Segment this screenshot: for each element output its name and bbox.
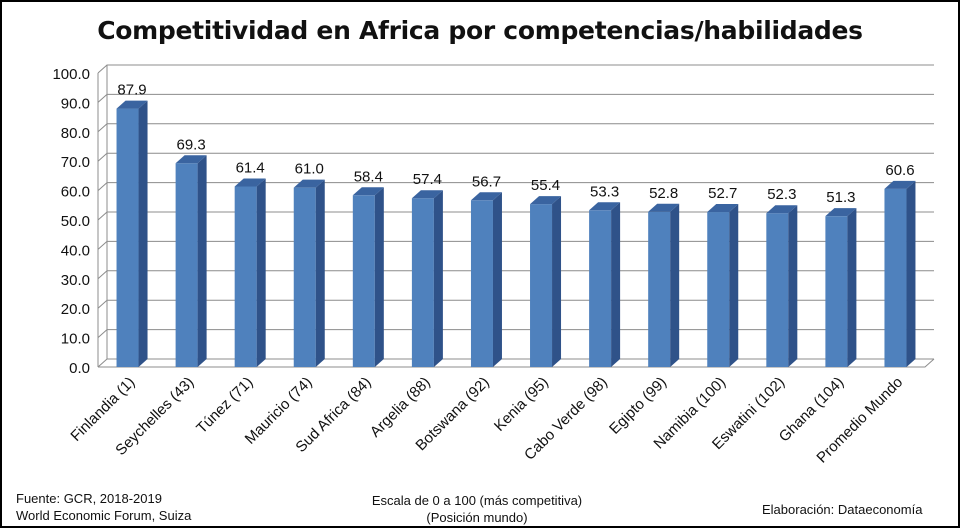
data-label: 55.4: [531, 177, 560, 194]
source-line-1: Fuente: GCR, 2018-2019: [16, 491, 162, 506]
gridline: [97, 93, 934, 103]
gridline: [97, 299, 934, 309]
bar: [648, 203, 680, 367]
gridline: [97, 211, 934, 221]
bar: [116, 100, 148, 367]
gridline: [97, 182, 934, 191]
bar: [293, 179, 325, 367]
bar: [530, 196, 562, 367]
y-axis-ticks: 0.0 10.0 20.0 30.0 40.0 50.0 60.0 70.0 80.0 90.0 1…: [52, 66, 90, 377]
x-tick-label: Túnez (71): [193, 374, 256, 437]
gridline: [97, 123, 934, 133]
data-label: 52.7: [708, 185, 737, 202]
bar: [175, 155, 207, 367]
data-label: 87.9: [117, 82, 146, 99]
source-note: Fuente: GCR, 2018-2019 World Economic Fo…: [16, 490, 191, 524]
gridline: [97, 240, 934, 250]
gridline: [97, 329, 934, 338]
y-tick-label: 40.0: [61, 242, 90, 259]
y-tick-label: 100.0: [52, 66, 90, 83]
gridline: [97, 358, 934, 368]
x-tick-label: Egipto (99): [606, 374, 670, 438]
gridlines: [97, 64, 935, 368]
data-label: 53.3: [590, 183, 619, 200]
source-line-2: World Economic Forum, Suiza: [16, 508, 192, 523]
y-tick-label: 80.0: [61, 125, 90, 142]
y-tick-label: 30.0: [61, 272, 90, 289]
scale-note: Escala de 0 a 100 (más competitiva) (Pos…: [342, 492, 612, 526]
floor-edge: [98, 358, 935, 368]
bar: [352, 187, 384, 367]
data-label: 58.4: [354, 168, 383, 185]
y-tick-label: 60.0: [61, 184, 90, 201]
bar: [707, 204, 739, 367]
gridline: [97, 64, 934, 74]
y-tick-label: 90.0: [61, 95, 90, 112]
x-tick-label: Kenia (95): [491, 374, 552, 435]
y-tick-label: 0.0: [69, 360, 90, 377]
data-label: 69.3: [177, 136, 206, 153]
bar: [411, 190, 443, 367]
y-tick-label: 50.0: [61, 213, 90, 230]
data-label: 51.3: [826, 189, 855, 206]
y-tick-label: 20.0: [61, 301, 90, 318]
bars: [116, 100, 916, 367]
data-label: 61.4: [236, 159, 265, 176]
bar: [589, 202, 621, 367]
bar: [825, 208, 857, 367]
data-label: 52.8: [649, 185, 678, 202]
data-label: 61.0: [295, 161, 324, 178]
bar: [884, 180, 916, 367]
y-tick-label: 10.0: [61, 331, 90, 348]
data-label: 57.4: [413, 171, 442, 188]
credit-note: Elaboración: Dataeconomía: [762, 502, 923, 517]
scale-note-line-1: Escala de 0 a 100 (más competitiva): [371, 493, 583, 508]
y-tick-label: 70.0: [61, 154, 90, 171]
x-axis-ticks: Finlandia (1)Seychelles (43)Túnez (71)Ma…: [67, 374, 906, 467]
scale-note-line-2: (Posición mundo): [426, 510, 528, 525]
data-label: 60.6: [885, 162, 914, 179]
bar: [470, 192, 502, 367]
data-labels: 87.9 69.3 61.4 61.0 58.4 57.4 56.7 55.4 53.3 52.8…: [117, 82, 914, 207]
chart-title: Competitividad en Africa por competencia…: [97, 16, 863, 45]
data-label: 52.3: [767, 186, 796, 203]
gridline: [97, 270, 934, 280]
data-label: 56.7: [472, 173, 501, 190]
gridline: [97, 152, 934, 162]
bar: [234, 178, 266, 367]
bar: [766, 205, 798, 367]
